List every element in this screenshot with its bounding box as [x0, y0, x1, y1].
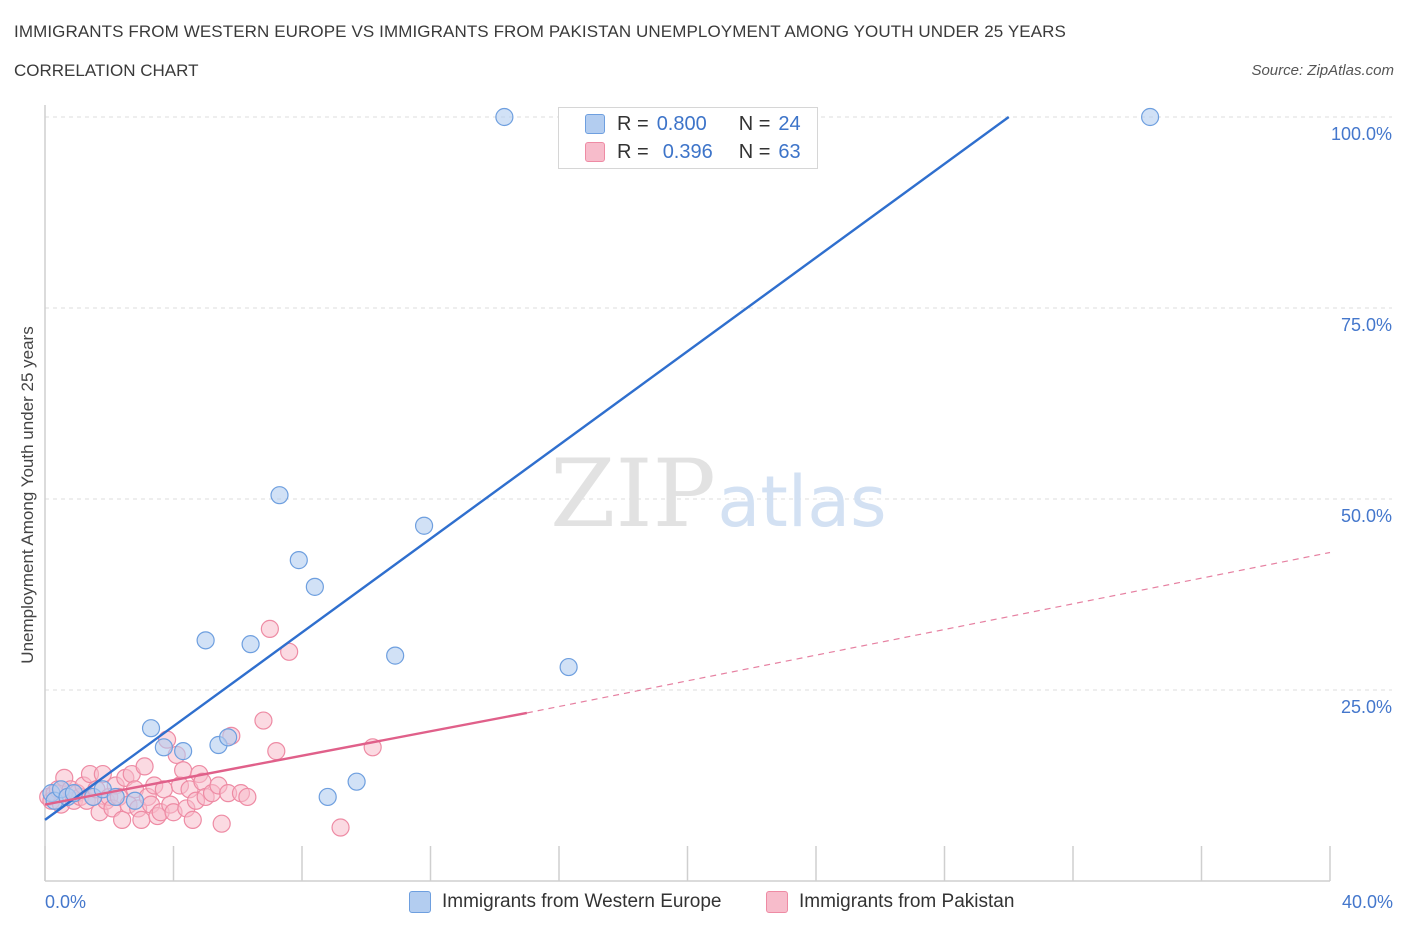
western-europe-point: [219, 728, 238, 747]
x-tick-label: 40.0%: [1342, 892, 1393, 912]
bottom-legend-label-pakistan: Immigrants from Pakistan: [799, 891, 1015, 912]
western-europe-point: [414, 516, 434, 535]
pakistan-point: [260, 619, 279, 638]
bottom-legend-pakistan: Immigrants from Pakistan: [766, 889, 1014, 915]
watermark-zip: ZIP: [550, 440, 716, 549]
western-europe-points: [42, 107, 1160, 810]
legend-row-western-europe: R = 0.800 N = 24: [585, 112, 801, 136]
axis-layer: [44, 105, 1331, 882]
y-axis-label: Unemployment Among Youth under 25 years: [18, 326, 37, 664]
grid-layer: [45, 116, 1392, 691]
western-europe-point: [141, 719, 161, 738]
western-europe-point: [318, 787, 337, 807]
pakistan-point: [331, 818, 350, 837]
legend-r-label: R =: [617, 140, 649, 163]
pakistan-point: [254, 711, 273, 730]
bottom-legend-western-europe: Immigrants from Western Europe: [409, 889, 721, 915]
pakistan-point: [135, 757, 154, 776]
western-europe-trendline: [44, 116, 1010, 821]
pakistan-point: [267, 742, 286, 761]
pakistan-trendline-solid: [44, 711, 528, 806]
source-label: Source: ZipAtlas.com: [1251, 62, 1394, 79]
pakistan-point: [212, 814, 231, 833]
y-tick-label: 50.0%: [1341, 506, 1392, 526]
legend-r-value: 0.800: [656, 112, 707, 135]
pakistan-trendline-dashed: [526, 551, 1331, 714]
pakistan-point: [183, 810, 202, 829]
legend-n-value: 63: [778, 140, 801, 163]
correlation-legend: R = 0.800 N = 24 R = 0.396 N = 63: [558, 107, 818, 169]
western-europe-point: [559, 657, 578, 677]
western-europe-point: [241, 635, 260, 654]
western-europe-point: [289, 551, 308, 570]
watermark-atlas: atlas: [717, 461, 886, 543]
western-europe-point: [495, 107, 514, 127]
western-europe-point: [154, 738, 173, 757]
chart-title: IMMIGRANTS FROM WESTERN EUROPE VS IMMIGR…: [14, 22, 1066, 41]
pakistan-point: [112, 810, 132, 829]
x-tick-label: 0.0%: [45, 892, 86, 912]
western-europe-point: [347, 772, 366, 791]
western-europe-point: [196, 631, 215, 650]
tick-labels: 25.0% 50.0% 75.0% 100.0% 0.0% 40.0%: [45, 124, 1393, 912]
western-europe-point: [270, 486, 289, 505]
trendlines: [44, 116, 1331, 821]
chart-subtitle: CORRELATION CHART: [14, 61, 199, 80]
bottom-legend-label-western-europe: Immigrants from Western Europe: [442, 891, 722, 912]
western-europe-point: [174, 742, 193, 761]
watermark: ZIP atlas: [550, 440, 886, 549]
legend-r-label: R =: [617, 112, 649, 135]
legend-n-value: 24: [778, 112, 801, 135]
y-tick-label: 75.0%: [1341, 315, 1392, 335]
western-europe-point: [1140, 107, 1160, 127]
legend-n-label: N =: [738, 112, 771, 135]
pakistan-point: [132, 810, 151, 829]
bottom-legend-swatch-blue: [409, 891, 431, 913]
y-tick-label: 25.0%: [1341, 697, 1392, 717]
y-tick-label: 100.0%: [1331, 124, 1392, 144]
legend-n-label: N =: [738, 140, 771, 163]
pakistan-point: [238, 787, 257, 807]
western-europe-point: [386, 646, 405, 665]
legend-r-value: 0.396: [662, 140, 713, 163]
legend-row-pakistan: R = 0.396 N = 63: [585, 140, 801, 164]
legend-swatch-blue: [585, 114, 605, 134]
western-europe-point: [305, 577, 324, 596]
bottom-legend-swatch-pink: [766, 891, 788, 913]
western-europe-point: [125, 791, 145, 810]
legend-swatch-pink: [585, 142, 605, 162]
